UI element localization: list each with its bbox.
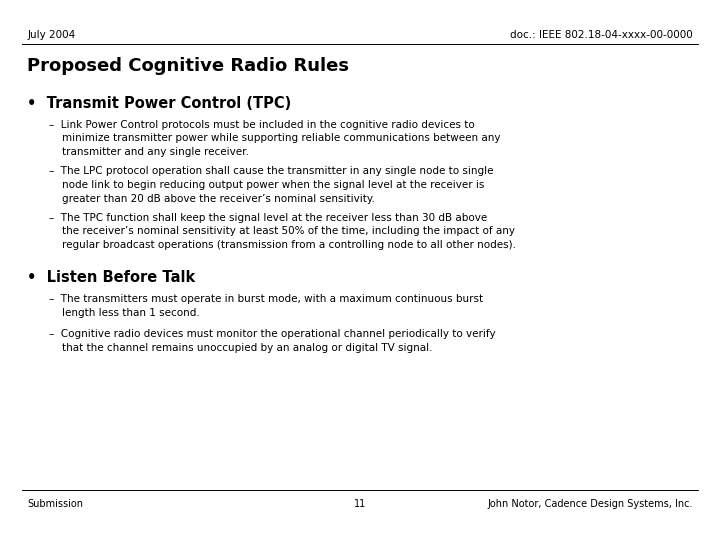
- Text: –  Link Power Control protocols must be included in the cognitive radio devices : – Link Power Control protocols must be i…: [49, 120, 500, 157]
- Text: July 2004: July 2004: [27, 30, 76, 40]
- Text: –  The TPC function shall keep the signal level at the receiver less than 30 dB : – The TPC function shall keep the signal…: [49, 213, 516, 250]
- Text: John Notor, Cadence Design Systems, Inc.: John Notor, Cadence Design Systems, Inc.: [487, 499, 693, 509]
- Text: Submission: Submission: [27, 499, 84, 509]
- Text: –  The transmitters must operate in burst mode, with a maximum continuous burst
: – The transmitters must operate in burst…: [49, 294, 483, 318]
- Text: Proposed Cognitive Radio Rules: Proposed Cognitive Radio Rules: [27, 57, 349, 75]
- Text: doc.: IEEE 802.18-04-xxxx-00-0000: doc.: IEEE 802.18-04-xxxx-00-0000: [510, 30, 693, 40]
- Text: –  Cognitive radio devices must monitor the operational channel periodically to : – Cognitive radio devices must monitor t…: [49, 329, 495, 353]
- Text: •  Listen Before Talk: • Listen Before Talk: [27, 270, 196, 285]
- Text: •  Transmit Power Control (TPC): • Transmit Power Control (TPC): [27, 96, 292, 111]
- Text: –  The LPC protocol operation shall cause the transmitter in any single node to : – The LPC protocol operation shall cause…: [49, 166, 493, 204]
- Text: 11: 11: [354, 499, 366, 509]
